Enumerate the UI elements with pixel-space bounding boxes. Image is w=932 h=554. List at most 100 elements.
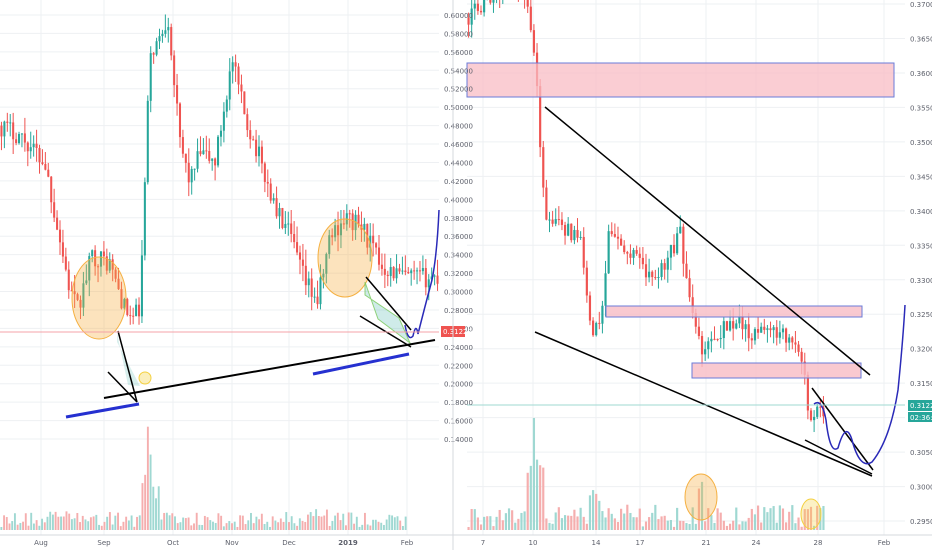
left-candle-body <box>58 229 62 243</box>
right-zone <box>605 305 863 318</box>
left-volume-bar <box>244 524 247 530</box>
left-volume-bar <box>30 512 33 530</box>
right-candle-body <box>644 264 648 278</box>
left-volume-bar <box>89 517 92 530</box>
left-candle-body <box>240 84 243 92</box>
left-candle-body <box>193 168 196 170</box>
left-volume-bar <box>293 523 296 530</box>
left-candle-body <box>249 130 252 140</box>
left-volume-bar <box>122 521 125 530</box>
left-candle-body <box>272 198 275 201</box>
left-candle-body <box>146 100 149 183</box>
left-volume-bar <box>222 526 225 530</box>
right-volume-bar <box>523 511 526 530</box>
left-volume-bar <box>98 524 100 530</box>
left-y-tick-label: 0.20000 <box>444 381 473 389</box>
right-candle-body <box>635 250 638 254</box>
right-candle-body <box>688 278 691 298</box>
left-volume-bar <box>355 516 358 530</box>
right-volume-bar <box>763 507 766 530</box>
left-candle-body <box>372 235 375 244</box>
right-y-tick-label: 0.31500 <box>910 380 932 388</box>
right-forecast-curve <box>813 304 906 465</box>
left-candle-body <box>132 315 135 317</box>
left-candle-body <box>196 151 199 169</box>
left-volume-bar <box>152 486 155 530</box>
right-wedge-line <box>811 387 874 471</box>
left-volume-bar <box>108 512 111 530</box>
left-volume-bar <box>11 521 14 530</box>
left-candle-body <box>269 183 272 201</box>
left-candle-body <box>181 137 184 154</box>
left-volume-bar <box>49 511 52 530</box>
left-candle-body <box>152 53 155 55</box>
right-volume-bar <box>501 520 504 530</box>
left-x-tick-label: Oct <box>167 539 179 547</box>
right-volume-bar <box>788 511 791 530</box>
right-candle-body <box>753 329 757 341</box>
left-volume-bar <box>320 516 323 530</box>
right-volume-bar <box>732 520 735 530</box>
right-candle-body <box>797 344 800 352</box>
left-candle-body <box>339 223 342 236</box>
right-volume-bar <box>778 505 781 530</box>
left-candle-body <box>143 182 146 256</box>
right-candle-body <box>489 0 492 3</box>
left-volume-bar <box>70 519 73 530</box>
left-candle-body <box>9 122 12 124</box>
left-volume-bar <box>363 512 366 530</box>
left-volume-bar <box>95 514 98 530</box>
left-y-tick-label: 0.40000 <box>444 196 473 204</box>
right-x-tick-label: 7 <box>481 539 485 547</box>
left-volume-bar <box>266 521 269 530</box>
left-volume-bar <box>214 523 217 530</box>
right-candle-body <box>632 250 635 258</box>
left-volume-bar <box>165 512 168 530</box>
left-candle-body <box>383 268 386 275</box>
right-volume-bar <box>635 517 638 530</box>
left-y-tick-label: 0.56000 <box>444 49 473 57</box>
left-candle-body <box>15 139 18 144</box>
left-volume-bar <box>182 517 185 530</box>
left-y-tick-label: 0.52000 <box>444 86 473 94</box>
left-volume-bar <box>391 515 394 530</box>
left-candle-body <box>32 143 35 148</box>
left-volume-bar <box>68 513 71 530</box>
right-y-tick-label: 0.35000 <box>910 139 932 147</box>
left-blue-support <box>65 402 140 419</box>
left-volume-bar <box>315 509 318 530</box>
left-volume-bar <box>106 516 109 530</box>
left-volume-bar <box>358 526 361 530</box>
right-volume-bar <box>595 493 598 530</box>
right-candle-body <box>554 219 557 224</box>
left-candle-body <box>178 103 182 138</box>
left-wedge-fill <box>117 333 140 386</box>
right-volume-bar <box>476 517 479 530</box>
right-candle-body <box>657 276 660 278</box>
right-x-tick-label: 28 <box>814 539 823 547</box>
right-candle-body <box>604 273 607 306</box>
left-candle-body <box>126 299 129 316</box>
left-wedge-fill <box>364 281 412 345</box>
right-candle-body <box>756 329 760 333</box>
left-volume-bar <box>141 483 144 530</box>
left-candle-body <box>173 55 176 86</box>
right-candle-body <box>800 351 803 362</box>
right-volume-bar <box>638 508 641 530</box>
left-candle-body <box>155 41 158 55</box>
left-x-tick-label: Nov <box>225 539 239 547</box>
right-candle-body <box>750 338 753 341</box>
left-volume-bar <box>144 474 147 530</box>
left-candle-body <box>281 208 284 228</box>
left-candle-body <box>91 250 94 257</box>
left-candle-body <box>284 223 287 228</box>
right-candle-body <box>766 328 769 330</box>
left-volume-bar <box>274 520 277 530</box>
right-volume-bar <box>781 508 785 530</box>
left-volume-bar <box>5 517 8 530</box>
left-candle-body <box>328 235 331 255</box>
left-volume-bar <box>19 522 22 530</box>
left-candle-body <box>263 163 266 182</box>
right-price-axis: 0.37000 0.36500 0.36000 0.35500 0.35000 0.345… <box>908 1 932 526</box>
left-candle-body <box>70 290 73 292</box>
